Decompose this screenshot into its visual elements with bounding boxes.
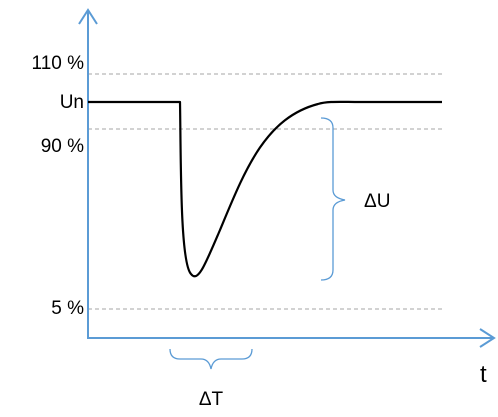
delta-u-brace: [320, 117, 346, 281]
label-110-percent: 110 %: [32, 53, 85, 74]
x-axis-arrowhead: [479, 328, 496, 348]
voltage-curve: [88, 100, 442, 278]
delta-t-brace: [169, 348, 253, 370]
label-nominal: Un: [60, 92, 84, 113]
label-delta-t: ΔT: [199, 389, 224, 410]
label-delta-u: ΔU: [364, 191, 390, 212]
label-5-percent: 5 %: [51, 298, 84, 319]
label-time-axis: t: [480, 361, 487, 388]
y-axis-arrowhead: [78, 8, 98, 25]
label-90-percent: 90 %: [41, 136, 84, 157]
